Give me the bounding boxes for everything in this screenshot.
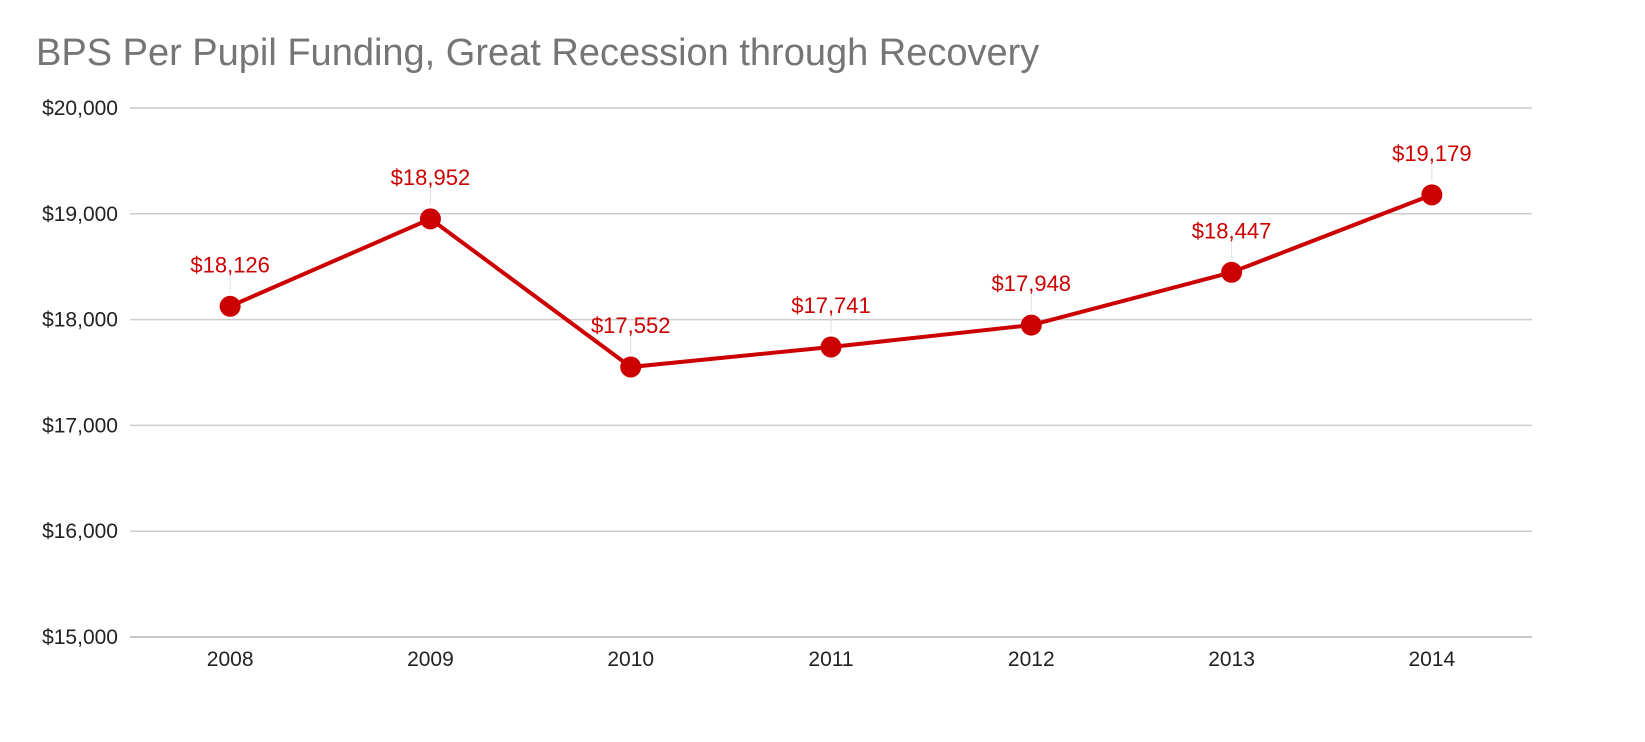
- data-label: $18,126: [190, 252, 270, 277]
- data-labels: $18,126 $18,952 $17,552 $17,741 $17,948 $18,4…: [190, 141, 1472, 353]
- x-tick-label: 2010: [607, 648, 654, 671]
- data-label: $18,952: [391, 165, 471, 190]
- data-label: $19,179: [1392, 141, 1472, 166]
- data-point: [1421, 184, 1443, 206]
- y-tick-label: $18,000: [42, 309, 118, 332]
- gridlines: [130, 107, 1532, 638]
- data-point: [1020, 314, 1042, 336]
- x-tick-label: 2014: [1408, 648, 1455, 671]
- x-axis-tick-labels: 2008 2009 2010 2011 2012 2013 2014: [207, 648, 1456, 671]
- data-label: $17,948: [992, 271, 1072, 296]
- x-tick-label: 2008: [207, 648, 254, 671]
- chart-title: BPS Per Pupil Funding, Great Recession t…: [36, 32, 1039, 74]
- data-point: [620, 356, 642, 378]
- y-tick-label: $20,000: [42, 97, 118, 120]
- data-point: [419, 208, 441, 230]
- data-label: $18,447: [1192, 218, 1272, 243]
- y-tick-label: $15,000: [42, 626, 118, 649]
- x-tick-label: 2013: [1208, 648, 1255, 671]
- data-label: $17,552: [591, 313, 671, 338]
- x-tick-label: 2011: [808, 648, 853, 671]
- data-point: [820, 336, 842, 358]
- y-tick-label: $17,000: [42, 414, 118, 437]
- data-point: [1221, 261, 1243, 283]
- y-tick-label: $16,000: [42, 520, 118, 543]
- data-point: [219, 295, 241, 317]
- x-tick-label: 2009: [407, 648, 454, 671]
- series-revenue-line: [219, 184, 1443, 378]
- x-tick-label: 2012: [1008, 648, 1055, 671]
- data-label: $17,741: [791, 293, 871, 318]
- y-tick-label: $19,000: [42, 203, 118, 226]
- y-axis-tick-labels: $15,000 $16,000 $17,000 $18,000 $19,000 $20,0…: [42, 97, 118, 649]
